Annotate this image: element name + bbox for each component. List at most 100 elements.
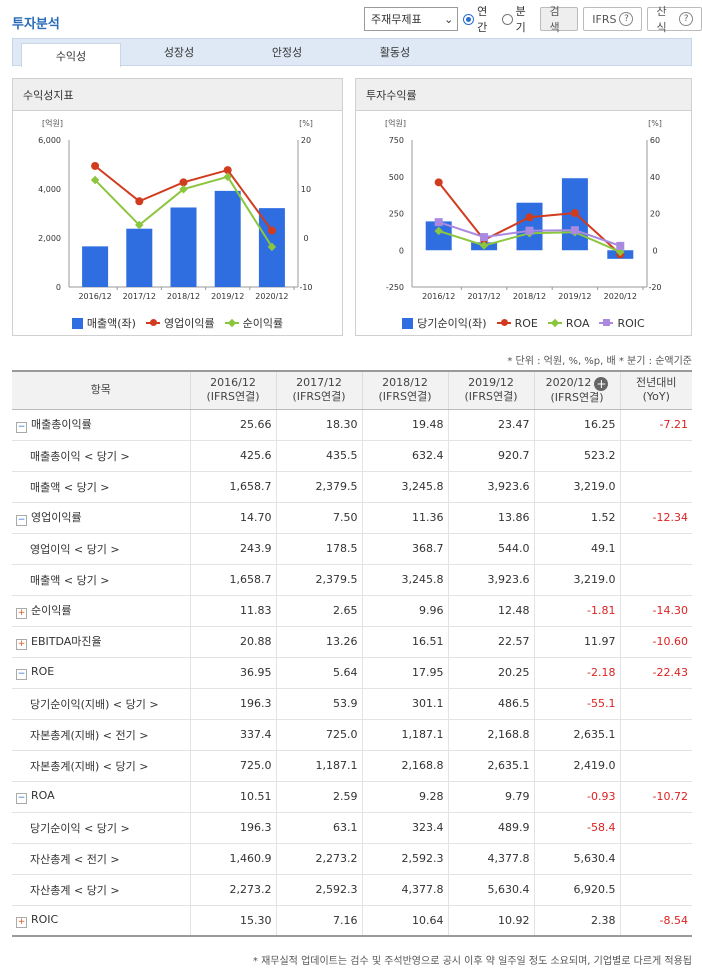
expand-icon[interactable]: +: [16, 916, 27, 928]
cell-value: 425.6: [189, 440, 276, 472]
data-point: [434, 178, 443, 187]
cell-value: 544.0: [447, 533, 534, 565]
right-tick-label: 40: [650, 173, 660, 182]
table-row: 당기순이익 < 당기 > 196.3 63.1 323.4 489.9 -58.4: [12, 812, 692, 844]
bar: [170, 207, 197, 287]
row-label: 영업이익 < 당기 >: [12, 533, 190, 565]
cell-yoy: -7.21: [619, 409, 692, 441]
data-point: [434, 226, 443, 236]
data-point: [525, 226, 534, 235]
collapse-icon[interactable]: −: [16, 515, 27, 526]
cell-value: 25.66: [189, 409, 276, 441]
collapse-icon[interactable]: −: [16, 669, 27, 680]
row-label-text: 순이익률: [31, 604, 72, 617]
question-icon: ?: [679, 12, 693, 26]
x-tick-label: 2019/12: [211, 292, 244, 301]
row-label: 당기순이익 < 당기 >: [12, 812, 190, 844]
cell-value: -55.1: [533, 688, 620, 720]
cell-value: 1,658.7: [189, 564, 276, 596]
add-column-icon[interactable]: +: [594, 376, 609, 391]
collapse-icon[interactable]: −: [16, 422, 27, 433]
expand-icon[interactable]: +: [16, 639, 27, 650]
radio-annual-label: 연간: [477, 5, 488, 34]
row-label: 자산총계 < 전기 >: [12, 843, 190, 875]
table-row[interactable]: + 순이익률 11.83 2.65 9.96 12.48 -1.81 -14.30: [12, 595, 692, 627]
legend-label: 매출액(좌): [86, 317, 136, 330]
ifrs-button[interactable]: IFRS ?: [583, 7, 643, 31]
header-year: 2018/12 (IFRS연결): [361, 370, 448, 410]
cell-yoy: [619, 874, 692, 906]
table-row[interactable]: + ROIC 15.30 7.16 10.64 10.92 2.38 -8.54: [12, 905, 692, 937]
cell-value: 5.64: [275, 657, 362, 689]
radio-quarter[interactable]: 분기: [501, 3, 536, 35]
row-label: − 매출총이익률: [12, 409, 190, 441]
legend-bar-icon: [71, 317, 83, 329]
formula-button[interactable]: 산식 ?: [647, 5, 702, 34]
cell-value: 63.1: [275, 812, 362, 844]
cell-value: 10.51: [189, 781, 276, 813]
legend-item[interactable]: ROIC: [599, 317, 645, 330]
cell-value: 7.16: [275, 905, 362, 937]
data-point: [570, 209, 579, 218]
cell-yoy: [619, 471, 692, 503]
cell-value: 4,377.8: [361, 874, 448, 906]
table-row[interactable]: + EBITDA마진율 20.88 13.26 16.51 22.57 11.97 -10.6…: [12, 626, 692, 658]
cell-yoy: [619, 533, 692, 565]
left-tick-label: 750: [389, 136, 404, 145]
header-year: 2020/12 + (IFRS연결): [533, 370, 620, 410]
cell-value: 920.7: [447, 440, 534, 472]
tab-activity[interactable]: 활동성: [379, 46, 411, 59]
cell-value: -0.93: [533, 781, 620, 813]
row-label: 자본총계(지배) < 전기 >: [12, 719, 190, 751]
header-year: 2016/12 (IFRS연결): [189, 370, 276, 410]
cell-yoy: [619, 564, 692, 596]
collapse-icon[interactable]: −: [16, 793, 27, 804]
cell-value: 523.2: [533, 440, 620, 472]
legend-item[interactable]: 매출액(좌): [71, 315, 136, 331]
cell-value: 53.9: [275, 688, 362, 720]
table-row[interactable]: − 매출총이익률 25.66 18.30 19.48 23.47 16.25 -7.21: [12, 409, 692, 441]
legend-item[interactable]: ROE: [496, 317, 538, 330]
radio-selected-icon: [463, 13, 475, 25]
row-label-text: 영업이익 < 당기 >: [30, 542, 120, 556]
search-button[interactable]: 검색: [540, 5, 579, 34]
statement-select[interactable]: 주재무제표 ⌄: [364, 7, 459, 31]
tab-growth[interactable]: 성장성: [163, 46, 195, 59]
row-label-text: 매출총이익률: [31, 418, 92, 431]
table-row[interactable]: − 영업이익률 14.70 7.50 11.36 13.86 1.52 -12.34: [12, 502, 692, 534]
row-label: 당기순이익(지배) < 당기 >: [12, 688, 190, 720]
row-label: + 순이익률: [12, 595, 190, 627]
radio-annual[interactable]: 연간: [463, 3, 497, 35]
left-tick-label: 6,000: [38, 136, 61, 145]
table-row[interactable]: − ROE 36.95 5.64 17.95 20.25 -2.18 -22.43: [12, 657, 692, 689]
data-point: [135, 220, 144, 230]
cell-value: 2,379.5: [275, 471, 362, 503]
cell-value: 2,168.8: [361, 750, 448, 782]
cell-value: 7.50: [275, 502, 362, 534]
table-row[interactable]: − ROA 10.51 2.59 9.28 9.79 -0.93 -10.72: [12, 781, 692, 813]
legend-item[interactable]: 당기순이익(좌): [402, 315, 487, 331]
legend-label: 순이익률: [242, 317, 284, 330]
legend-item[interactable]: 영업이익률: [145, 315, 215, 331]
cell-value: 19.48: [361, 409, 448, 441]
expand-icon[interactable]: +: [16, 608, 27, 619]
tab-profitability[interactable]: 수익성: [21, 43, 121, 67]
right-axis-unit: [%]: [299, 119, 313, 128]
x-tick-label: 2018/12: [513, 292, 546, 301]
cell-value: 3,219.0: [533, 471, 620, 503]
left-tick-label: 2,000: [38, 234, 61, 243]
legend-item[interactable]: 순이익률: [224, 315, 284, 331]
cell-yoy: -14.30: [619, 595, 692, 627]
cell-yoy: -8.54: [619, 905, 692, 937]
unit-note: * 단위 : 억원, %, %p, 배 * 분기 : 순액기준: [507, 356, 692, 367]
legend-line-icon: [224, 322, 239, 324]
row-label-text: 자본총계(지배) < 당기 >: [30, 759, 149, 773]
cell-value: 2,592.3: [275, 874, 362, 906]
cell-value: 15.30: [189, 905, 276, 937]
legend-item[interactable]: ROA: [547, 317, 589, 330]
tab-stability[interactable]: 안정성: [271, 46, 303, 59]
cell-yoy: [619, 812, 692, 844]
row-label-text: 자본총계(지배) < 전기 >: [30, 728, 149, 742]
data-point: [434, 218, 443, 227]
x-tick-label: 2020/12: [604, 292, 637, 301]
